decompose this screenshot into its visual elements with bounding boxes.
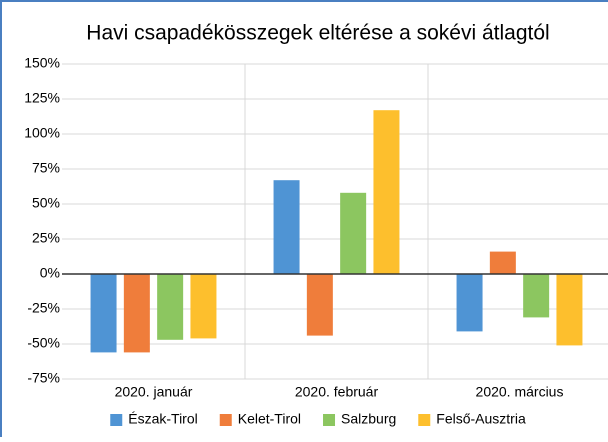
- y-tick-label: 75%: [32, 160, 60, 176]
- y-tick-label: 150%: [24, 55, 60, 71]
- y-tick-label: 0%: [40, 265, 60, 281]
- bar: [373, 110, 400, 274]
- y-tick-label: -50%: [27, 335, 60, 351]
- y-tick-label: 25%: [32, 230, 60, 246]
- bar: [306, 274, 333, 336]
- x-tick-label: 2020. március: [476, 384, 564, 400]
- x-tick-label: 2020. február: [295, 384, 379, 400]
- x-tick-label: 2020. január: [115, 384, 193, 400]
- legend-label: Kelet-Tirol: [238, 411, 301, 427]
- bar: [123, 274, 150, 353]
- legend-swatch: [219, 414, 232, 426]
- bar: [340, 192, 367, 274]
- y-tick-label: 125%: [24, 90, 60, 106]
- legend-label: Felső-Ausztria: [436, 411, 526, 427]
- bar: [456, 274, 483, 332]
- y-tick-label: -25%: [27, 300, 60, 316]
- legend-swatch: [323, 414, 336, 426]
- legend-swatch: [418, 414, 431, 426]
- y-tick-label: -75%: [27, 370, 60, 386]
- bar: [273, 180, 300, 274]
- legend-swatch: [110, 414, 123, 426]
- legend-label: Észak-Tirol: [128, 411, 198, 427]
- bar: [190, 274, 217, 339]
- bar: [90, 274, 117, 353]
- legend-label: Salzburg: [341, 411, 396, 427]
- chart-title: Havi csapadékösszegek eltérése a sokévi …: [86, 22, 549, 45]
- y-tick-label: 100%: [24, 125, 60, 141]
- bar: [157, 274, 184, 340]
- bar: [489, 251, 516, 274]
- bar: [556, 274, 583, 346]
- bar: [523, 274, 550, 318]
- y-tick-label: 50%: [32, 195, 60, 211]
